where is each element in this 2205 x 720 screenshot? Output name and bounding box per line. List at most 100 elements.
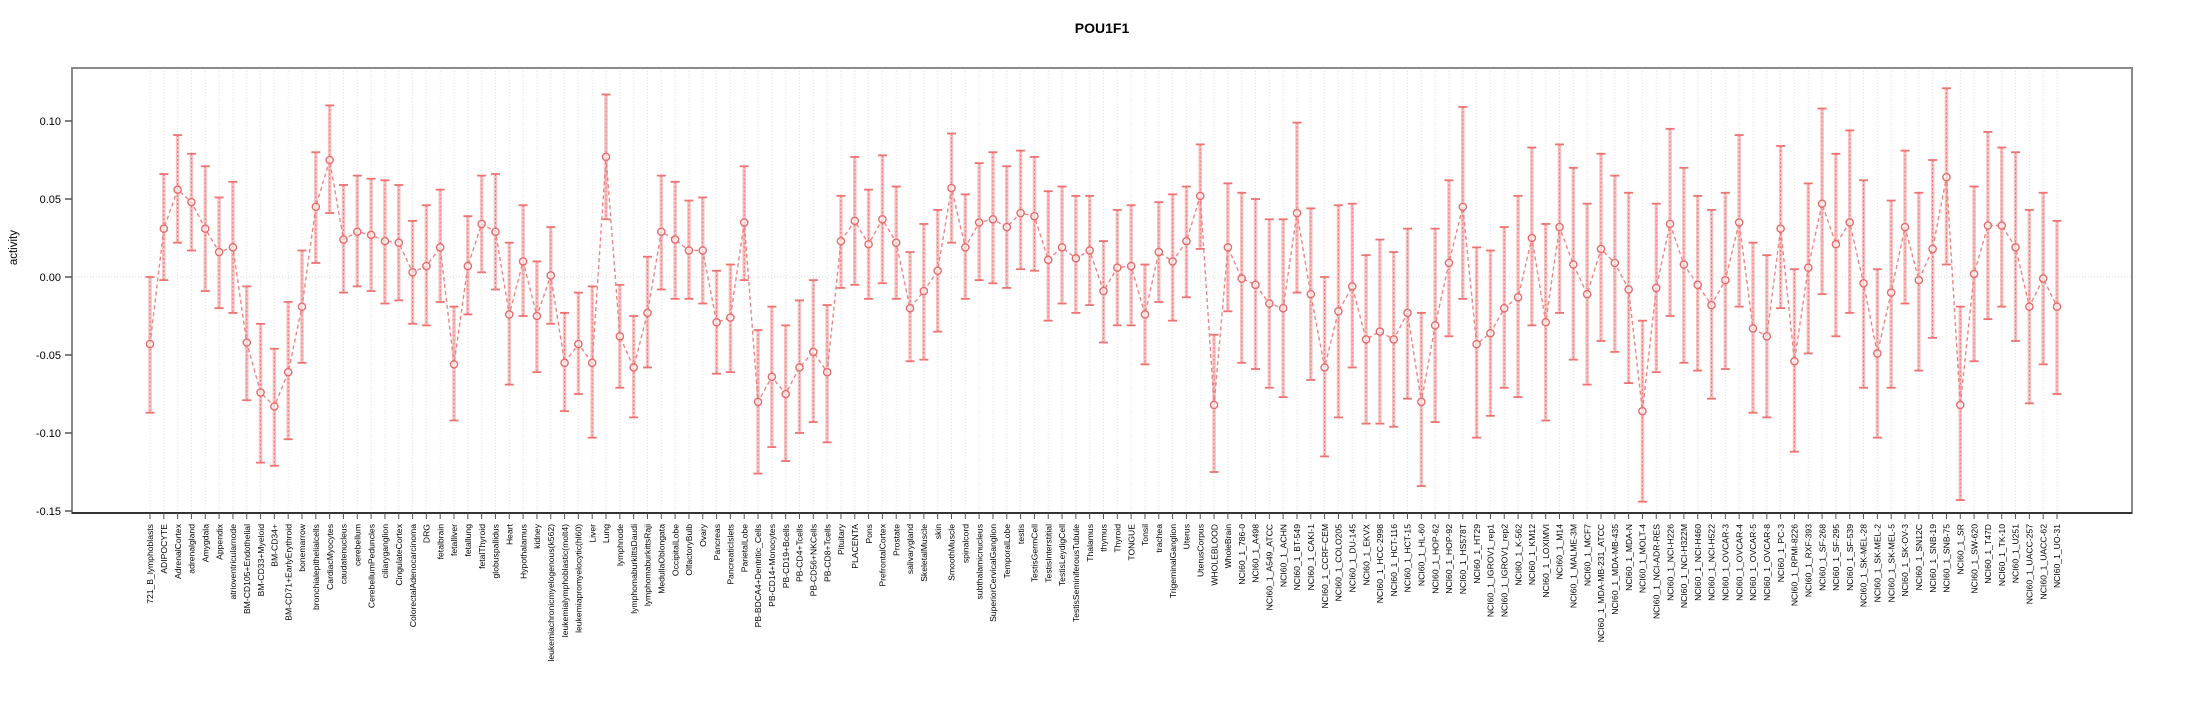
- x-axis: 721_B_lymphoblasts ADIPOCYTE AdrenalCortex…: [145, 513, 2062, 662]
- x-tick-label: kidney: [532, 523, 542, 549]
- x-tick-label: NCI60_1_MCF7: [1582, 524, 1592, 586]
- data-point: [726, 313, 735, 322]
- x-tick-label: NCI60_1_IGROV1_rep1: [1486, 524, 1496, 617]
- data-point: [2025, 302, 2034, 311]
- data-point: [1803, 263, 1813, 272]
- data-point: [394, 238, 404, 247]
- data-point: [1928, 244, 1937, 254]
- data-point: [1942, 172, 1951, 182]
- x-tick-label: lymphnode: [615, 524, 625, 566]
- data-point: [1265, 299, 1274, 308]
- x-tick-label: NCI60_1_SF-295: [1831, 524, 1841, 591]
- data-point: [767, 372, 777, 382]
- data-point: [1665, 219, 1675, 229]
- data-point: [1403, 308, 1412, 318]
- x-tick-label: NCI60_1_OVCAR-8: [1762, 524, 1772, 601]
- y-tick-label: -0.05: [36, 350, 61, 362]
- x-tick-label: NCI60_1_MDA-MB-435: [1610, 524, 1620, 615]
- x-tick-label: thymus: [1099, 524, 1109, 552]
- data-point: [1651, 283, 1661, 293]
- x-tick-label: leukemiapromyelocytic(hl60): [574, 524, 584, 633]
- x-tick-label: Amygdala: [200, 524, 210, 562]
- x-tick-label: ParietalLobe: [739, 524, 749, 572]
- x-tick-label: NCI60_1_SK-MEL-28: [1859, 524, 1869, 607]
- data-point: [518, 257, 528, 266]
- x-tick-label: NCI60_1_HOP-62: [1430, 524, 1440, 594]
- x-tick-label: NCI60_1_OVCAR-5: [1748, 524, 1758, 601]
- x-tick-label: NCI60_1_SNB-19: [1928, 524, 1938, 593]
- x-tick-label: NCI60_1_ACHN: [1278, 524, 1288, 587]
- data-point: [1168, 257, 1177, 266]
- data-point: [850, 216, 860, 226]
- x-tick-label: NCI60_1_MOLT-4: [1638, 524, 1648, 593]
- data-point: [1817, 199, 1827, 208]
- x-tick-label: Heart: [504, 523, 514, 545]
- x-tick-label: NCI60_1_M14: [1555, 524, 1565, 580]
- x-tick-label: NCI60_1_A549_ATCC: [1265, 524, 1275, 610]
- data-point: [1569, 260, 1578, 269]
- data-point: [1527, 233, 1537, 243]
- data-point: [1721, 275, 1730, 285]
- x-tick-label: NCI60_1_KM12: [1527, 524, 1537, 585]
- x-tick-label: NCI60_1_HS578T: [1458, 523, 1468, 594]
- x-tick-label: NCI60_1_SR: [1955, 524, 1965, 575]
- data-point: [933, 266, 942, 276]
- chart-title: POU1F1: [1074, 20, 1130, 36]
- data-point: [1113, 263, 1122, 272]
- x-tick-label: MedullaOblongata: [656, 524, 666, 594]
- data-point: [311, 202, 321, 212]
- data-point: [587, 358, 597, 368]
- x-tick-label: NCI60_1_EKVX: [1361, 524, 1371, 586]
- data-point: [1140, 310, 1150, 319]
- data-point: [1057, 243, 1067, 252]
- data-point: [656, 227, 666, 237]
- data-point: [297, 302, 307, 311]
- x-tick-label: NCI60_1_SK-MEL-2: [1873, 524, 1883, 603]
- x-tick-label: NCI60_1_SK-OV-3: [1900, 524, 1910, 597]
- data-point: [477, 219, 486, 229]
- data-point: [988, 214, 998, 224]
- x-tick-label: NCI60_1_DU-145: [1347, 524, 1357, 593]
- x-tick-label: NCI60_1_UACC-62: [2038, 524, 2048, 600]
- data-point: [1154, 247, 1164, 257]
- data-point: [1458, 202, 1468, 212]
- data-point: [1085, 246, 1094, 255]
- x-tick-label: SmoothMuscle: [947, 524, 957, 581]
- x-tick-label: NCI60_1_NCI-H322M: [1679, 524, 1689, 608]
- x-tick-label: WHOLEBLOOD: [1209, 524, 1219, 586]
- data-point: [961, 243, 970, 252]
- data-point: [560, 358, 569, 368]
- x-tick-label: Thyroid: [1113, 524, 1123, 553]
- x-tick-label: leukemiachronicmyelogenous(k562): [546, 524, 556, 662]
- data-point: [1955, 400, 1965, 410]
- x-tick-label: OccipitalLobe: [670, 524, 680, 576]
- x-tick-label: TrigeminalGanglion: [1168, 524, 1178, 598]
- data-point: [615, 331, 625, 341]
- x-tick-label: NCI60_1_TK-10: [1997, 524, 2007, 586]
- data-point: [1486, 328, 1495, 338]
- x-tick-label: Ovary: [698, 523, 708, 547]
- data-point: [339, 235, 348, 244]
- x-tick-label: PB-CD19+Bcells: [781, 524, 791, 588]
- data-point: [1071, 253, 1081, 263]
- data-point: [1499, 303, 1509, 313]
- data-point: [1209, 400, 1219, 410]
- data-point: [1237, 274, 1246, 283]
- x-tick-label: trachea: [1154, 524, 1164, 553]
- x-tick-label: NCI60_1_HCT-116: [1389, 524, 1399, 597]
- x-tick-label: NCI60_1_SF-539: [1845, 524, 1855, 591]
- data-point: [173, 185, 182, 194]
- data-point: [1790, 356, 1799, 366]
- data-point: [214, 247, 224, 257]
- data-point: [1638, 406, 1647, 416]
- x-tick-label: Liver: [587, 524, 597, 543]
- data-point: [366, 230, 376, 240]
- data-point: [739, 218, 749, 227]
- data-point: [1845, 218, 1855, 227]
- x-tick-label: NCI60_1_MDA-N: [1624, 524, 1634, 591]
- data-point: [1347, 282, 1357, 291]
- x-tick-label: Pons: [864, 524, 874, 544]
- x-tick-label: NCI60_1_CCRF-CEM: [1320, 524, 1330, 609]
- x-tick-label: NCI60_1_NCI-ADR-RES: [1651, 524, 1661, 619]
- x-tick-label: PB-CD4+Tcells: [795, 524, 805, 582]
